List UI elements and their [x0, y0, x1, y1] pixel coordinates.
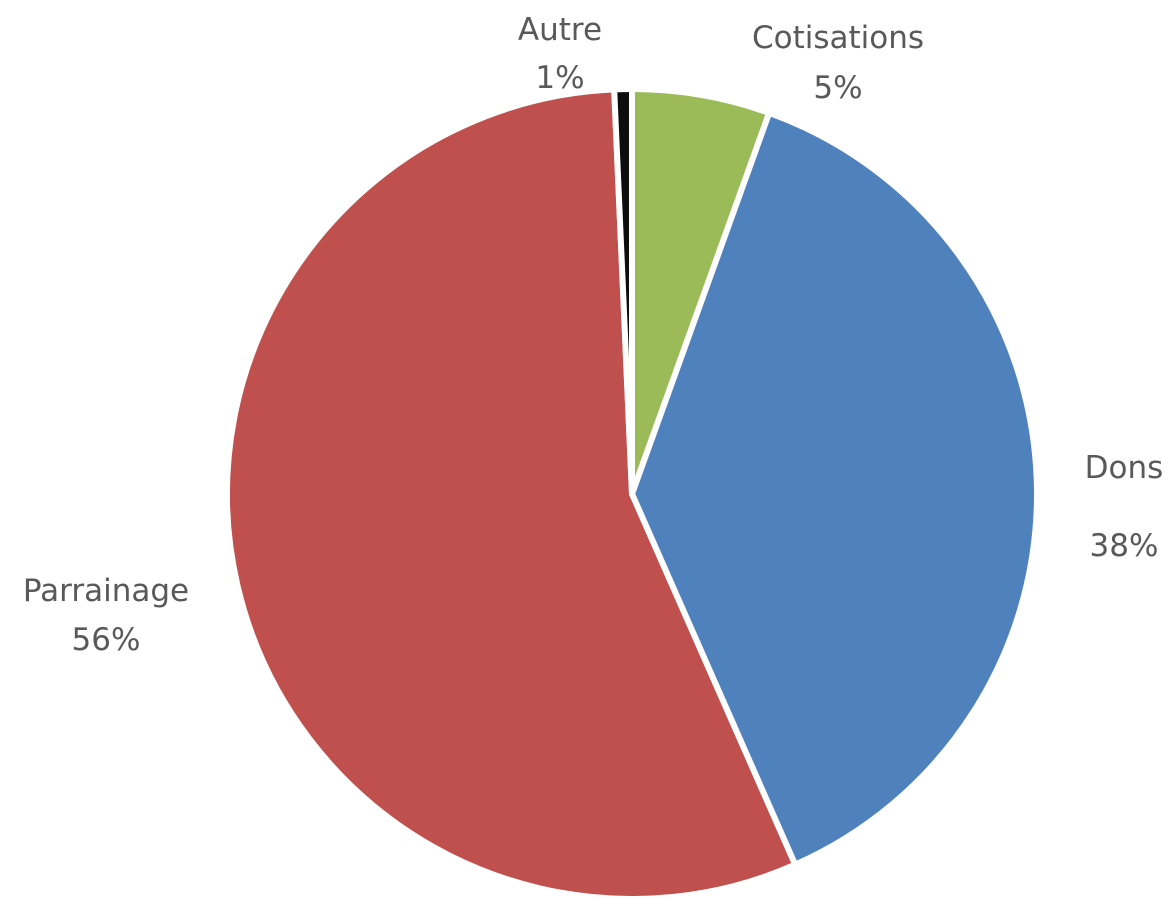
label-parrainage-percent: 56%: [72, 622, 141, 658]
label-autre-name: Autre: [518, 12, 602, 48]
label-dons: Dons 38%: [1085, 450, 1164, 564]
label-cotisations: Cotisations 5%: [752, 20, 924, 106]
label-autre: Autre 1%: [518, 12, 602, 96]
label-parrainage: Parrainage 56%: [23, 573, 189, 658]
label-dons-name: Dons: [1085, 450, 1164, 486]
label-dons-percent: 38%: [1090, 528, 1159, 564]
pie-slice-autre: [611, 85, 635, 497]
pie-slices: [224, 85, 1040, 902]
label-autre-percent: 1%: [535, 60, 584, 96]
pie-slice-dons: [629, 109, 1040, 868]
pie-slice-parrainage: [224, 86, 799, 902]
label-cotisations-name: Cotisations: [752, 20, 924, 56]
label-parrainage-name: Parrainage: [23, 573, 189, 609]
label-cotisations-percent: 5%: [813, 70, 862, 106]
